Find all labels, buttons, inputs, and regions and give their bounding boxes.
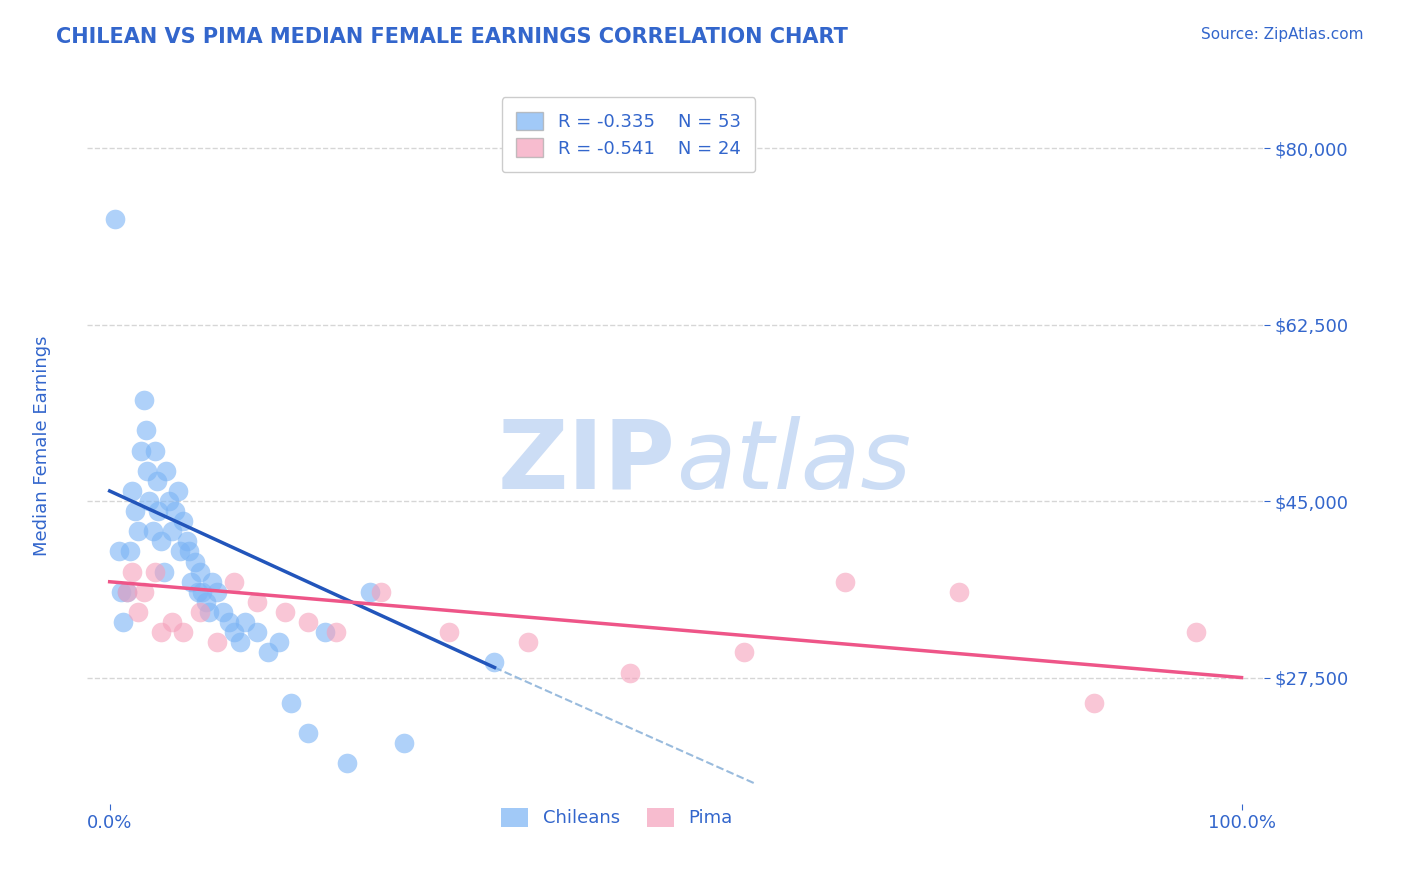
Point — [297, 726, 319, 740]
Point — [439, 625, 461, 640]
Point — [136, 464, 159, 478]
Point — [121, 565, 143, 579]
Point — [132, 393, 155, 408]
Point — [1185, 625, 1208, 640]
Point — [132, 584, 155, 599]
Point — [157, 494, 180, 508]
Point — [274, 605, 297, 619]
Point — [104, 211, 127, 226]
Point — [269, 635, 291, 649]
Point — [205, 584, 228, 599]
Point — [224, 574, 246, 589]
Point — [143, 565, 166, 579]
Point — [188, 605, 211, 619]
Point — [160, 524, 183, 539]
Point — [166, 483, 188, 498]
Point — [834, 574, 856, 589]
Point — [1083, 696, 1105, 710]
Point — [200, 574, 222, 589]
Text: CHILEAN VS PIMA MEDIAN FEMALE EARNINGS CORRELATION CHART: CHILEAN VS PIMA MEDIAN FEMALE EARNINGS C… — [56, 27, 848, 46]
Text: Median Female Earnings: Median Female Earnings — [34, 335, 51, 557]
Point — [143, 443, 166, 458]
Point — [107, 544, 129, 558]
Point — [160, 615, 183, 629]
Text: Source: ZipAtlas.com: Source: ZipAtlas.com — [1201, 27, 1364, 42]
Point — [153, 565, 176, 579]
Point — [183, 555, 205, 569]
Point — [165, 504, 187, 518]
Point — [155, 464, 177, 478]
Point — [172, 514, 194, 528]
Point — [359, 584, 381, 599]
Point — [198, 605, 221, 619]
Point — [110, 584, 132, 599]
Point — [212, 605, 235, 619]
Point — [124, 504, 146, 518]
Point — [733, 645, 755, 659]
Point — [246, 625, 269, 640]
Point — [115, 584, 138, 599]
Point — [187, 584, 209, 599]
Point — [194, 595, 217, 609]
Point — [177, 544, 200, 558]
Point — [127, 605, 149, 619]
Point — [484, 656, 506, 670]
Point — [127, 524, 149, 539]
Point — [229, 635, 252, 649]
Point — [146, 474, 169, 488]
Point — [169, 544, 191, 558]
Point — [218, 615, 240, 629]
Point — [336, 756, 359, 771]
Point — [188, 565, 211, 579]
Point — [172, 625, 194, 640]
Point — [138, 494, 160, 508]
Point — [370, 584, 392, 599]
Point — [149, 534, 172, 549]
Point — [121, 483, 143, 498]
Point — [297, 615, 319, 629]
Point — [205, 635, 228, 649]
Point — [517, 635, 540, 649]
Point — [224, 625, 246, 640]
Point — [149, 625, 172, 640]
Text: atlas: atlas — [676, 416, 911, 508]
Point — [257, 645, 280, 659]
Point — [246, 595, 269, 609]
Point — [191, 584, 214, 599]
Point — [619, 665, 641, 680]
Point — [135, 424, 157, 438]
Point — [314, 625, 336, 640]
Point — [115, 584, 138, 599]
Point — [235, 615, 257, 629]
Point — [176, 534, 198, 549]
Point — [392, 736, 415, 750]
Point — [118, 544, 141, 558]
Text: ZIP: ZIP — [498, 416, 676, 508]
Point — [131, 443, 153, 458]
Legend: Chileans, Pima: Chileans, Pima — [494, 801, 740, 835]
Point — [325, 625, 347, 640]
Point — [280, 696, 302, 710]
Point — [112, 615, 135, 629]
Point — [142, 524, 165, 539]
Point — [148, 504, 170, 518]
Point — [180, 574, 202, 589]
Point — [948, 584, 970, 599]
